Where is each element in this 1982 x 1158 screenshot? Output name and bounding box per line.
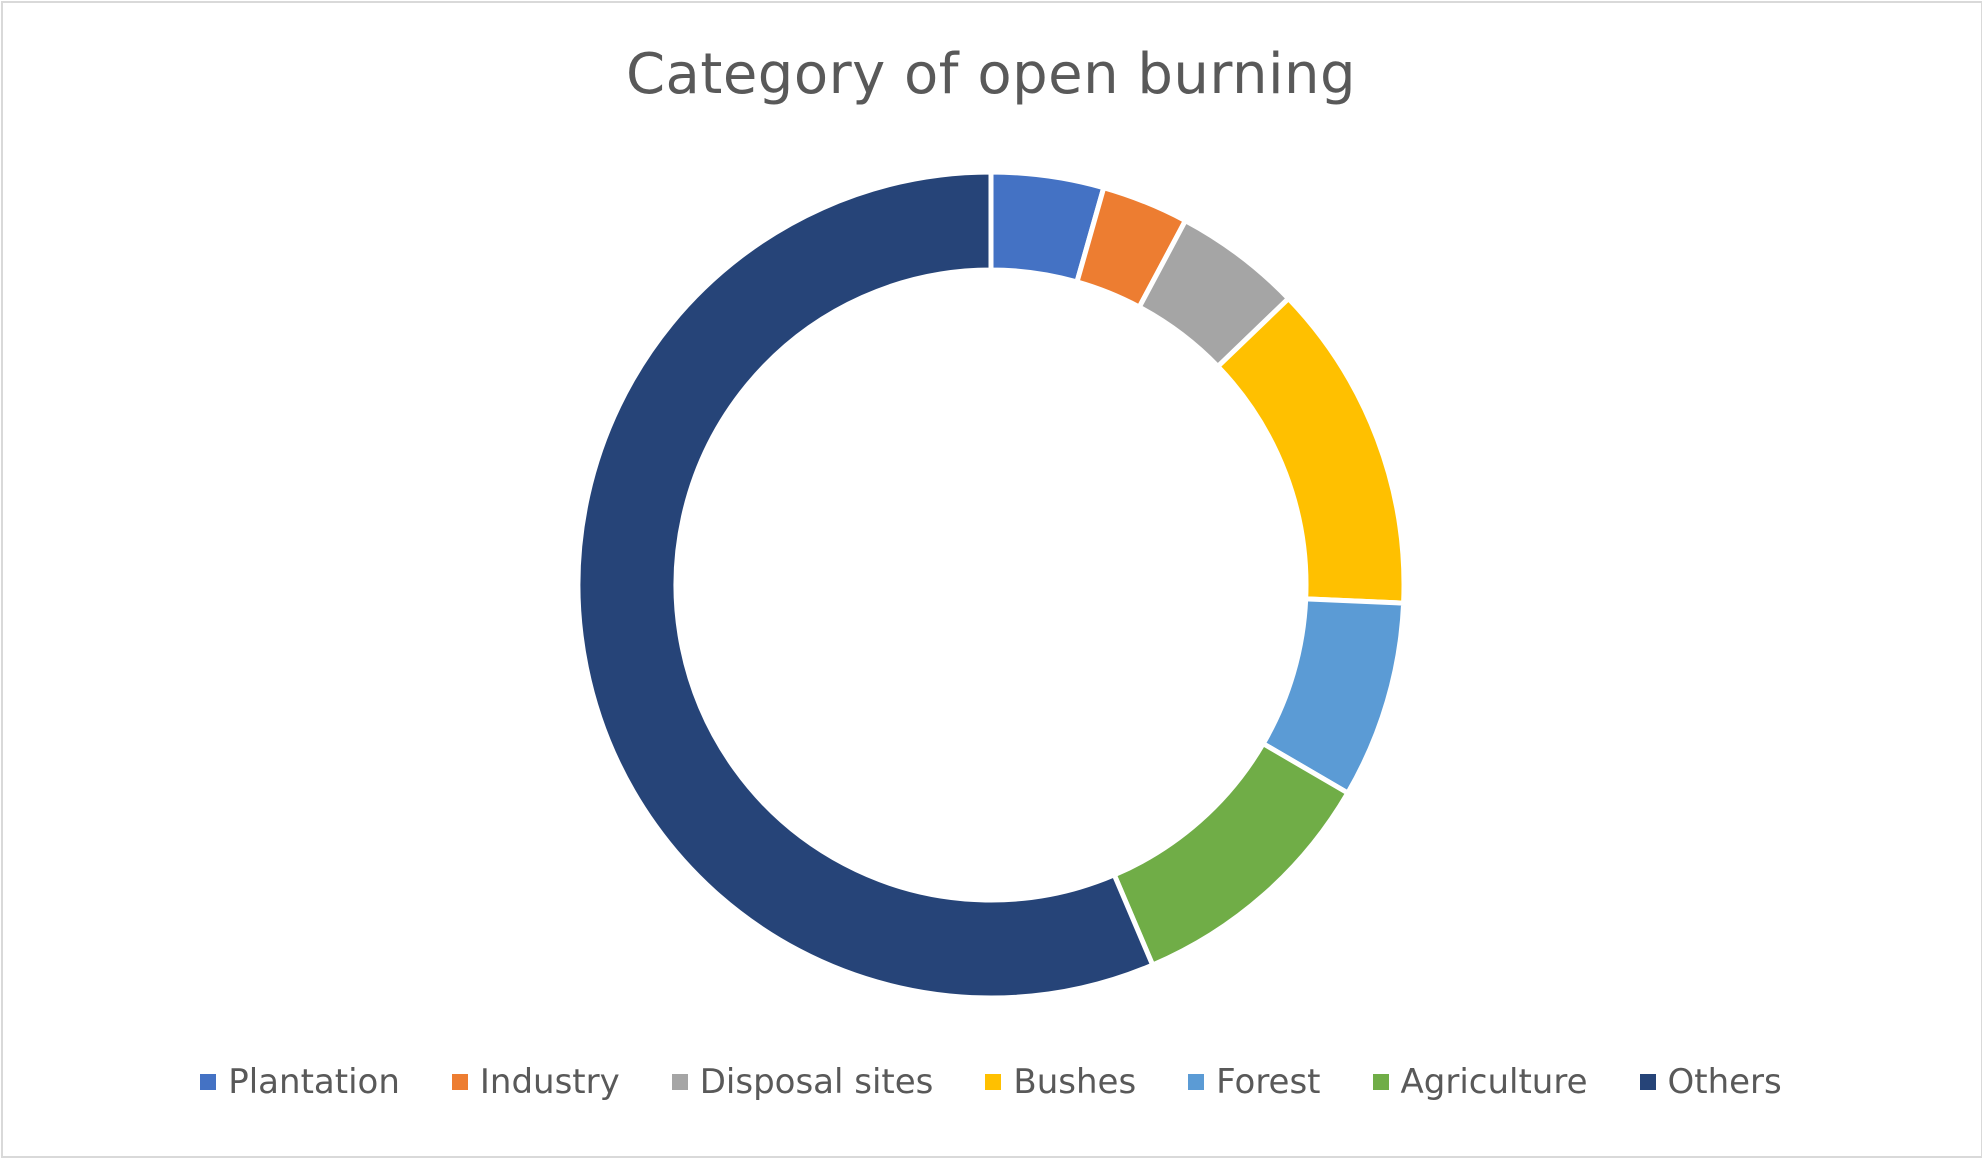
legend-item-plantation: Plantation (200, 1062, 400, 1102)
legend-swatch-forest (1188, 1074, 1205, 1090)
legend-label-disposal-sites: Disposal sites (699, 1062, 934, 1102)
doughnut-slices (575, 169, 1407, 1001)
legend-item-forest: Forest (1188, 1062, 1321, 1102)
legend-item-industry: Industry (451, 1062, 620, 1102)
slice-bushes (1214, 294, 1407, 606)
legend-swatch-industry (451, 1074, 468, 1090)
legend-label-agriculture: Agriculture (1400, 1062, 1588, 1102)
legend-item-others: Others (1639, 1062, 1782, 1102)
legend-swatch-others (1639, 1074, 1656, 1090)
legend-label-others: Others (1667, 1062, 1782, 1102)
legend-label-industry: Industry (479, 1062, 620, 1102)
legend-swatch-bushes (985, 1074, 1002, 1090)
slice-others (575, 169, 1156, 1001)
legend-swatch-disposal-sites (671, 1074, 688, 1090)
legend-swatch-plantation (200, 1074, 217, 1090)
slice-agriculture (1111, 740, 1352, 969)
legend-label-bushes: Bushes (1013, 1062, 1137, 1102)
legend-item-bushes: Bushes (985, 1062, 1136, 1102)
legend-item-agriculture: Agriculture (1372, 1062, 1588, 1102)
legend-swatch-agriculture (1372, 1074, 1389, 1090)
legend: Plantation Industry Disposal sites Bushes Fo… (0, 1062, 1982, 1102)
legend-item-disposal-sites: Disposal sites (671, 1062, 934, 1102)
legend-label-plantation: Plantation (228, 1062, 400, 1102)
chart-title: Category of open burning (625, 42, 1357, 107)
legend-label-forest: Forest (1216, 1062, 1321, 1102)
